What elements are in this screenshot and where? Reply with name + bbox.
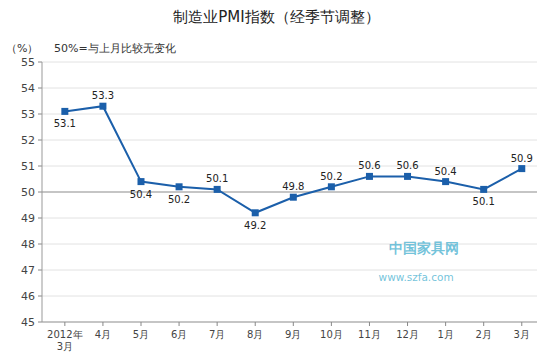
data-label: 50.6: [358, 160, 380, 171]
y-tick-label: 45: [21, 316, 35, 329]
marker: [252, 209, 259, 216]
x-tick: [179, 322, 180, 326]
y-tick-label: 53: [21, 108, 35, 121]
y-tick-label: 49: [21, 212, 35, 225]
subtitle: 50%=与上月比较无变化: [54, 42, 176, 55]
y-tick: [38, 218, 42, 219]
watermark: www.szfa.com: [379, 271, 454, 283]
x-tick-label: 12月: [396, 329, 419, 340]
data-label: 50.2: [320, 171, 342, 182]
data-label: 50.9: [511, 153, 533, 164]
y-tick-label: 55: [21, 56, 35, 69]
data-label: 50.4: [434, 166, 456, 177]
grid-line: [42, 88, 537, 89]
chart-container: 45 46 47 48 49 50 51 52 53 54 55 2012年3月 4月 5月 6月 7月 8月 9…: [0, 0, 553, 364]
x-tick-label: 3月: [514, 329, 530, 340]
x-tick: [445, 322, 446, 326]
chart: 45 46 47 48 49 50 51 52 53 54 55 2012年3月 4月 5月 6月 7月 8月 9…: [0, 0, 553, 364]
x-tick-label: 1月: [437, 329, 453, 340]
grid-line: [42, 140, 537, 141]
x-tick: [407, 322, 408, 326]
x-tick: [483, 322, 484, 326]
y-tick-label: 52: [21, 134, 35, 147]
x-tick: [369, 322, 370, 326]
y-tick-label: 51: [21, 160, 35, 173]
x-tick-label: 2月: [476, 329, 492, 340]
x-tick: [141, 322, 142, 326]
grid-line: [42, 244, 537, 245]
grid-line: [42, 62, 537, 63]
data-label: 50.1: [206, 173, 228, 184]
data-label: 49.2: [244, 220, 266, 231]
y-tick: [38, 88, 42, 89]
x-tick: [521, 322, 522, 326]
y-tick: [38, 166, 42, 167]
marker: [480, 186, 487, 193]
grid-line: [42, 218, 537, 219]
y-tick: [38, 244, 42, 245]
grid-line: [42, 270, 537, 271]
marker: [99, 103, 106, 110]
x-axis: [42, 322, 537, 323]
y-tick-label: 48: [21, 238, 35, 251]
data-label: 50.2: [168, 194, 190, 205]
grid-line: [42, 322, 537, 323]
y-tick-label: 46: [21, 290, 35, 303]
x-tick: [64, 322, 65, 326]
y-axis-label: （%）: [6, 42, 38, 55]
x-tick: [293, 322, 294, 326]
y-tick: [38, 296, 42, 297]
watermark: 中国家具网: [389, 240, 459, 256]
x-tick-label: 11月: [358, 329, 381, 340]
marker: [366, 173, 373, 180]
grid-line: [42, 296, 537, 297]
x-tick: [255, 322, 256, 326]
y-tick: [38, 322, 42, 323]
grid-line: [42, 166, 537, 167]
marker: [328, 183, 335, 190]
grid-line: [42, 114, 537, 115]
data-label: 50.1: [473, 196, 495, 207]
x-tick-label: 5月: [133, 329, 149, 340]
series: [61, 103, 525, 217]
x-tick-label: 10月: [320, 329, 343, 340]
y-tick: [38, 114, 42, 115]
marker: [442, 178, 449, 185]
marker: [404, 173, 411, 180]
marker: [290, 194, 297, 201]
y-tick-label: 47: [21, 264, 35, 277]
y-tick: [38, 140, 42, 141]
x-tick-label: 8月: [247, 329, 263, 340]
marker: [138, 178, 145, 185]
x-tick-label: 7月: [209, 329, 225, 340]
y-tick: [38, 192, 42, 193]
marker: [176, 183, 183, 190]
line: [65, 106, 522, 213]
data-label: 50.6: [396, 160, 418, 171]
data-label: 53.1: [54, 118, 76, 129]
x-tick: [331, 322, 332, 326]
data-label: 50.4: [130, 189, 152, 200]
data-label: 49.8: [282, 181, 304, 192]
x-tick: [217, 322, 218, 326]
y-tick-label: 50: [21, 186, 35, 199]
y-tick-label: 54: [21, 82, 35, 95]
x-tick-label: 2012年3月: [47, 329, 82, 352]
x-tick-label: 4月: [95, 329, 111, 340]
x-tick-label: 6月: [171, 329, 187, 340]
marker: [518, 165, 525, 172]
marker: [214, 186, 221, 193]
marker: [61, 108, 68, 115]
y-tick: [38, 62, 42, 63]
x-tick: [102, 322, 103, 326]
x-tick-label: 9月: [285, 329, 301, 340]
title: 制造业PMI指数（经季节调整）: [173, 8, 379, 26]
y-tick: [38, 270, 42, 271]
data-label: 53.3: [92, 90, 114, 101]
